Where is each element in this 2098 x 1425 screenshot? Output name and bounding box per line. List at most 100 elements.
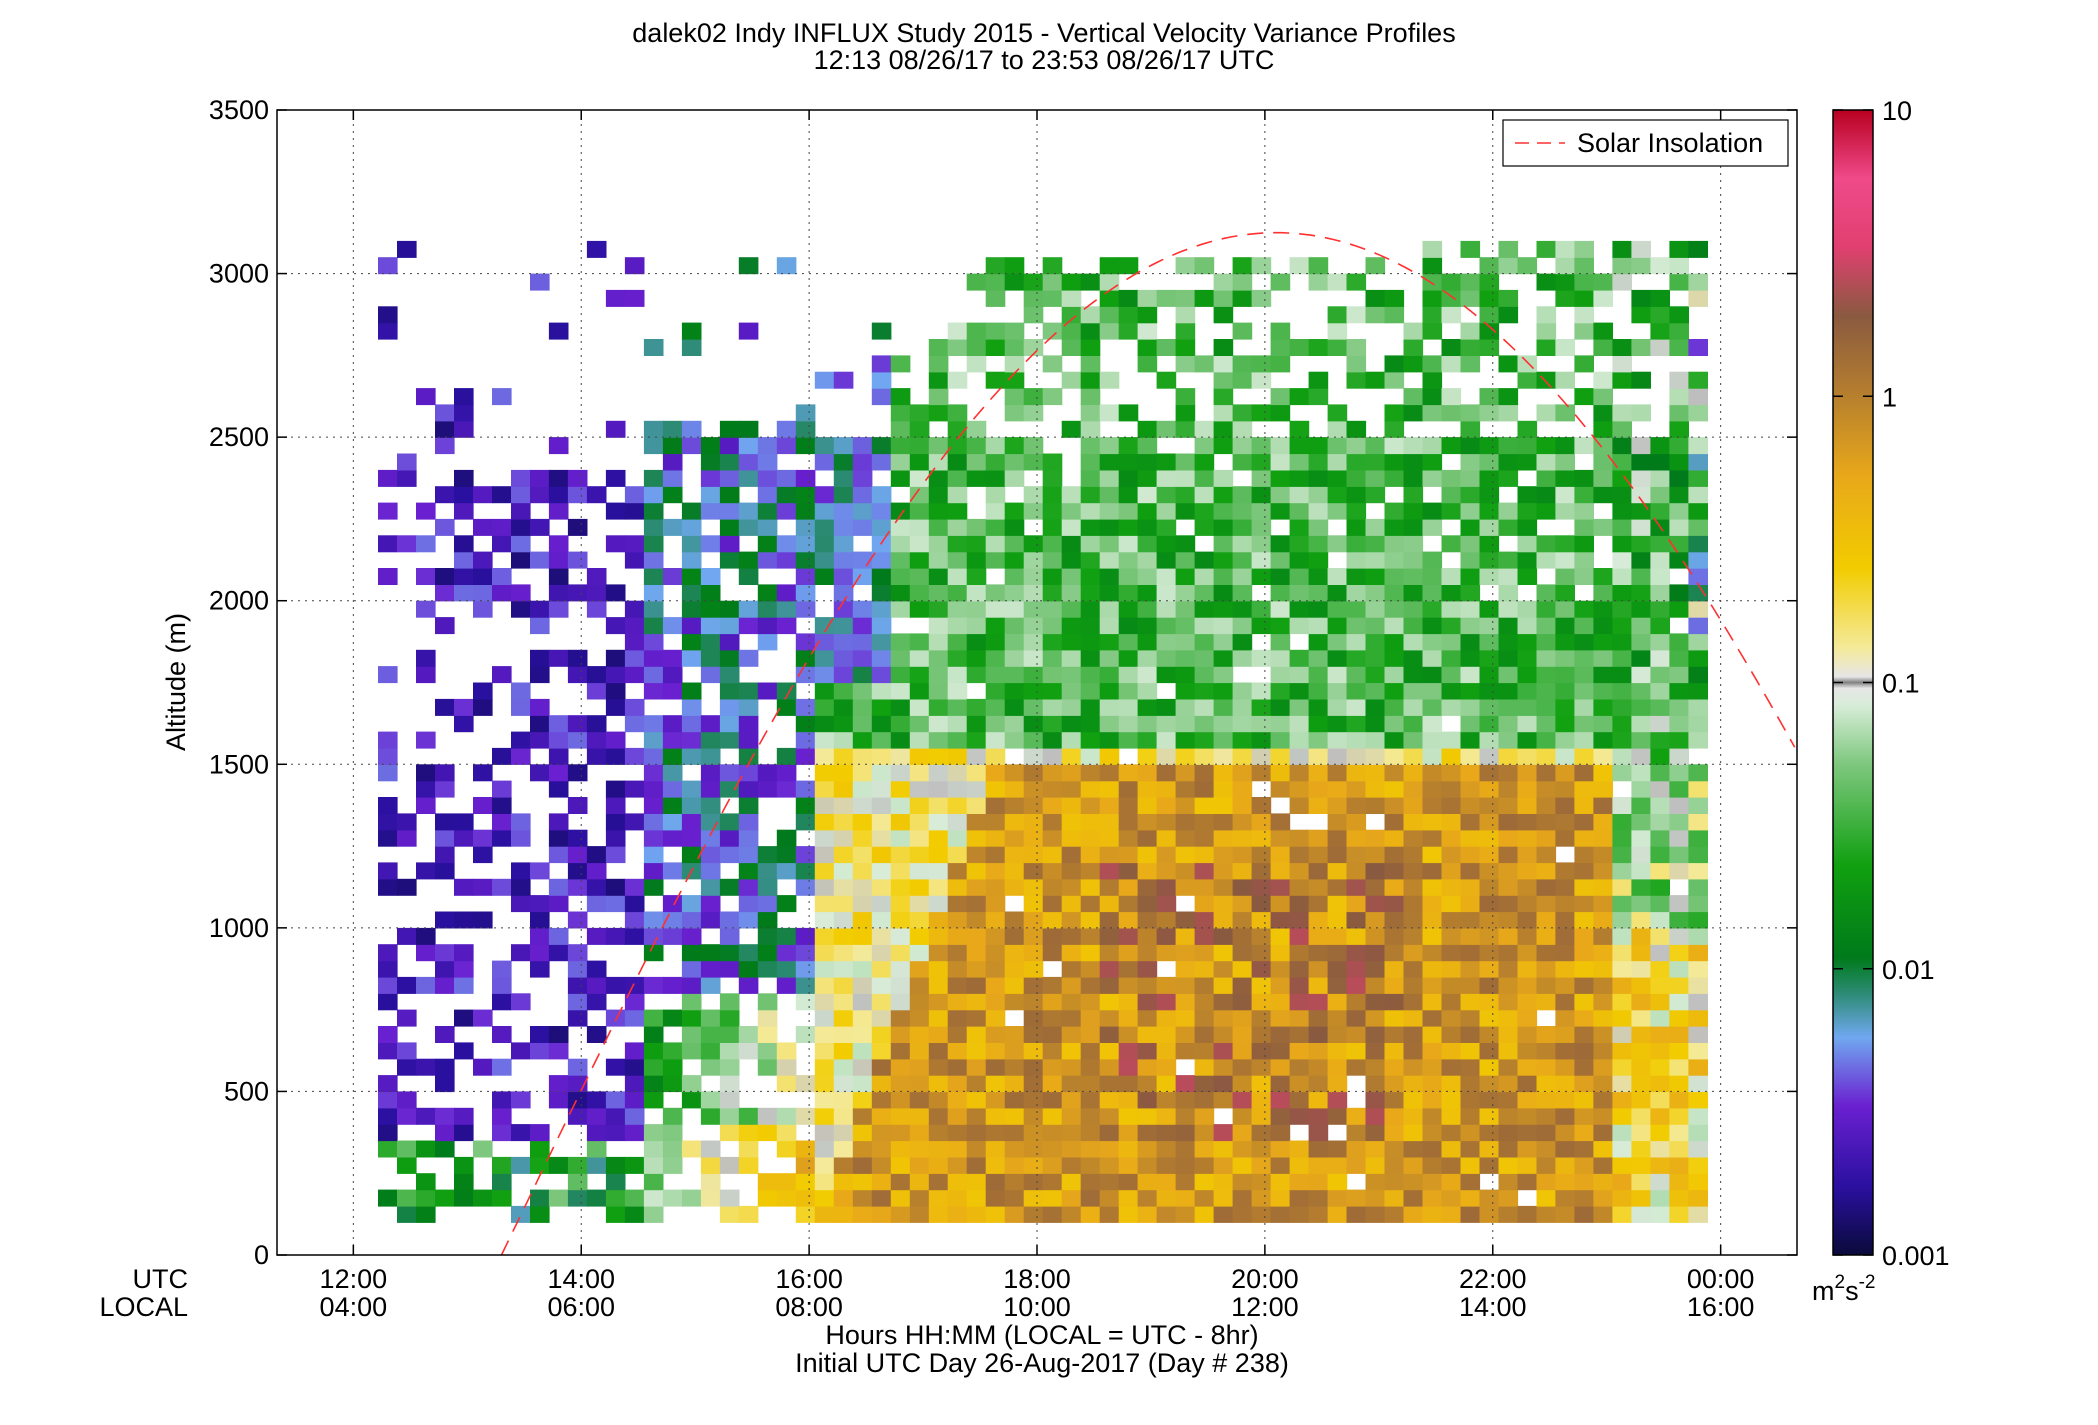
heatmap-cell [586,878,607,896]
heatmap-cell [1631,518,1651,536]
heatmap-cell [643,1124,664,1142]
heatmap-cell [1422,1173,1443,1191]
heatmap-cell [1023,911,1044,929]
heatmap-cell [814,371,835,389]
heatmap-cell [1574,437,1594,455]
heatmap-cell [1688,1173,1708,1191]
heatmap-cell [1631,911,1651,929]
heatmap-cell [1460,813,1481,831]
heatmap-cell [1213,1124,1234,1142]
heatmap-cell [1080,731,1101,749]
heatmap-cell [1574,976,1594,994]
heatmap-cell [928,1140,949,1158]
heatmap-cell [681,731,702,749]
heatmap-cell [985,715,1006,733]
heatmap-cell [1384,1091,1405,1109]
heatmap-cell [1555,273,1575,291]
heatmap-cell [605,469,626,487]
heatmap-cell [909,649,930,667]
heatmap-cell [1365,1042,1386,1060]
heatmap-cell [1080,780,1101,798]
chart-subtitle: 12:13 08/26/17 to 23:53 08/26/17 UTC [813,45,1275,75]
heatmap-cell [1042,682,1063,700]
heatmap-cell [511,878,531,896]
heatmap-cell [1251,764,1272,782]
heatmap-cell [909,1140,930,1158]
heatmap-cell [1042,633,1063,651]
heatmap-cell [1422,1058,1443,1076]
heatmap-cell [1213,551,1234,569]
heatmap-cell [738,551,759,569]
heatmap-cell [530,895,550,913]
heatmap-cell [1365,1205,1386,1223]
heatmap-cell [1080,715,1101,733]
heatmap-cell [1004,1124,1025,1142]
heatmap-cell [928,404,949,422]
heatmap-cell [1555,289,1575,307]
heatmap-cell [1460,355,1481,373]
heatmap-cell [1270,682,1291,700]
heatmap-cell [966,813,987,831]
heatmap-cell [643,682,664,700]
heatmap-cell [814,846,835,864]
heatmap-cell [1536,846,1557,864]
heatmap-cell [928,1156,949,1174]
heatmap-cell [1175,862,1196,880]
heatmap-cell [1498,404,1519,422]
heatmap-cell [1308,927,1329,945]
heatmap-cell [719,551,740,569]
heatmap-cell [719,846,740,864]
heatmap-cell [1099,862,1120,880]
heatmap-cell [1422,813,1443,831]
heatmap-cell [1251,993,1272,1011]
heatmap-cell [1650,1189,1670,1207]
heatmap-cell [1441,927,1462,945]
heatmap-cell [852,797,873,814]
heatmap-cell [947,895,968,913]
heatmap-cell [473,600,493,618]
heatmap-cell [814,568,835,585]
heatmap-cell [947,927,968,945]
heatmap-cell [719,453,740,471]
heatmap-cell [928,1058,949,1076]
heatmap-cell [643,878,664,896]
heatmap-cell [1631,1009,1651,1027]
heatmap-cell [1460,797,1481,814]
heatmap-cell [1232,895,1253,913]
heatmap-cell [795,993,816,1011]
heatmap-cell [700,780,721,798]
heatmap-cell [871,960,892,978]
heatmap-cell [909,813,930,831]
heatmap-cell [1403,437,1424,455]
heatmap-cell [1308,388,1329,406]
heatmap-cell [1631,682,1651,700]
heatmap-cell [1403,1173,1424,1191]
heatmap-cell [700,944,721,962]
heatmap-cell [1194,927,1215,945]
heatmap-cell [1384,1205,1405,1223]
heatmap-cell [1251,502,1272,520]
heatmap-cell [511,944,531,962]
heatmap-cell [681,1009,702,1027]
heatmap-cell [1612,1091,1632,1109]
heatmap-cell [643,780,664,798]
heatmap-cell [1574,993,1594,1011]
heatmap-cell [814,633,835,651]
heatmap-cell [1441,1189,1462,1207]
heatmap-cell [947,976,968,994]
heatmap-cell [1137,633,1158,651]
heatmap-cell [1346,1058,1367,1076]
heatmap-cell [1213,1156,1234,1174]
y-tick-label: 2000 [209,586,269,616]
heatmap-cell [1232,371,1253,389]
heatmap-cell [530,911,550,929]
heatmap-cell [776,584,797,602]
heatmap-cell [586,1107,607,1125]
heatmap-cell [1194,747,1215,765]
heatmap-cell [378,1140,398,1158]
heatmap-cell [1327,1091,1348,1109]
heatmap-cell [1156,617,1177,635]
heatmap-cell [1251,437,1272,455]
heatmap-cell [605,1173,626,1191]
heatmap-cell [1498,257,1519,275]
